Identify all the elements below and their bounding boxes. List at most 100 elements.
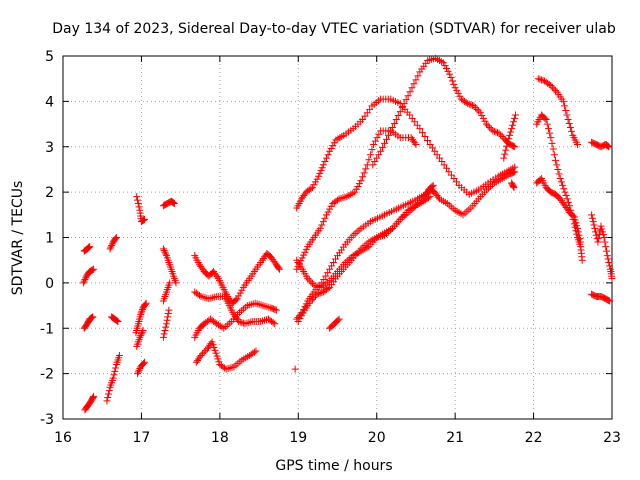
data-point xyxy=(447,74,455,82)
data-point xyxy=(576,235,584,243)
data-point xyxy=(608,274,616,282)
data-point xyxy=(568,127,576,135)
data-point xyxy=(326,205,334,213)
data-point xyxy=(574,228,582,236)
data-point xyxy=(316,169,324,177)
data-point xyxy=(162,323,170,331)
data-point xyxy=(213,320,221,328)
data-point xyxy=(573,224,581,232)
series-t17 xyxy=(500,111,520,192)
data-point xyxy=(355,180,363,188)
data-point xyxy=(553,161,561,169)
data-point xyxy=(88,313,96,321)
data-point xyxy=(170,199,178,207)
data-point xyxy=(483,120,491,128)
chart-title: Day 134 of 2023, Sidereal Day-to-day VTE… xyxy=(52,21,616,37)
data-point xyxy=(605,258,613,266)
data-point xyxy=(238,319,246,327)
data-point xyxy=(108,240,116,248)
data-point xyxy=(359,173,367,181)
data-point xyxy=(426,193,434,201)
data-point xyxy=(390,119,398,127)
data-point xyxy=(321,214,329,222)
data-point xyxy=(495,129,503,137)
data-point xyxy=(503,142,511,150)
data-point xyxy=(465,100,473,108)
data-point xyxy=(601,238,609,246)
data-point xyxy=(141,300,149,308)
data-point xyxy=(238,286,246,294)
data-point xyxy=(603,247,611,255)
data-point xyxy=(214,355,222,363)
data-point xyxy=(301,248,309,256)
data-point xyxy=(87,314,95,322)
data-point xyxy=(112,235,120,243)
data-point xyxy=(197,351,205,359)
data-point xyxy=(164,310,172,318)
data-point xyxy=(472,104,480,112)
data-point xyxy=(140,216,148,224)
data-point xyxy=(552,87,560,95)
data-point xyxy=(319,161,327,169)
data-point xyxy=(310,294,318,302)
data-point xyxy=(381,139,389,147)
data-point xyxy=(571,216,579,224)
data-point xyxy=(541,114,549,122)
data-point xyxy=(212,349,220,357)
series-t2 xyxy=(80,299,150,337)
data-point xyxy=(509,182,517,190)
data-point xyxy=(111,367,119,375)
x-tick-label: 18 xyxy=(211,430,229,446)
data-point xyxy=(138,306,146,314)
data-point xyxy=(377,147,385,155)
data-point xyxy=(140,359,148,367)
data-point xyxy=(462,99,470,107)
data-point xyxy=(330,139,338,147)
data-point xyxy=(573,222,581,230)
data-point xyxy=(379,143,387,151)
series-t3 xyxy=(79,193,178,287)
data-point xyxy=(562,106,570,114)
data-point xyxy=(544,125,552,133)
data-point xyxy=(334,196,341,204)
data-point xyxy=(164,313,172,321)
data-point xyxy=(602,243,610,251)
data-point xyxy=(606,297,614,305)
data-point xyxy=(588,211,596,219)
data-point xyxy=(473,105,481,113)
data-point xyxy=(550,151,558,159)
data-point xyxy=(200,348,208,356)
data-point xyxy=(443,64,451,72)
data-point xyxy=(509,121,517,129)
data-point xyxy=(160,247,168,255)
data-point xyxy=(451,84,459,92)
data-point xyxy=(271,320,279,328)
data-point xyxy=(139,327,147,335)
data-point xyxy=(110,371,118,379)
data-point xyxy=(368,146,376,154)
data-point xyxy=(444,67,452,75)
data-point xyxy=(589,218,597,226)
x-tick-label: 21 xyxy=(446,430,464,446)
series-t9 xyxy=(291,365,299,373)
data-point xyxy=(235,292,243,300)
data-point xyxy=(213,273,221,281)
data-point xyxy=(362,165,370,173)
data-point xyxy=(134,368,142,376)
data-point xyxy=(592,228,600,236)
data-point xyxy=(296,315,304,323)
y-axis-label: SDTVAR / TECUs xyxy=(10,181,26,296)
data-point xyxy=(366,151,374,159)
data-point xyxy=(597,222,605,230)
data-point xyxy=(542,116,550,124)
series-t1 xyxy=(81,351,149,414)
data-point xyxy=(233,295,241,303)
data-point xyxy=(351,188,359,196)
data-point xyxy=(321,157,329,165)
data-point xyxy=(402,96,410,104)
data-point xyxy=(210,344,218,352)
data-point xyxy=(546,129,554,137)
data-point xyxy=(599,228,607,236)
data-point xyxy=(107,243,115,251)
data-point xyxy=(215,358,223,366)
